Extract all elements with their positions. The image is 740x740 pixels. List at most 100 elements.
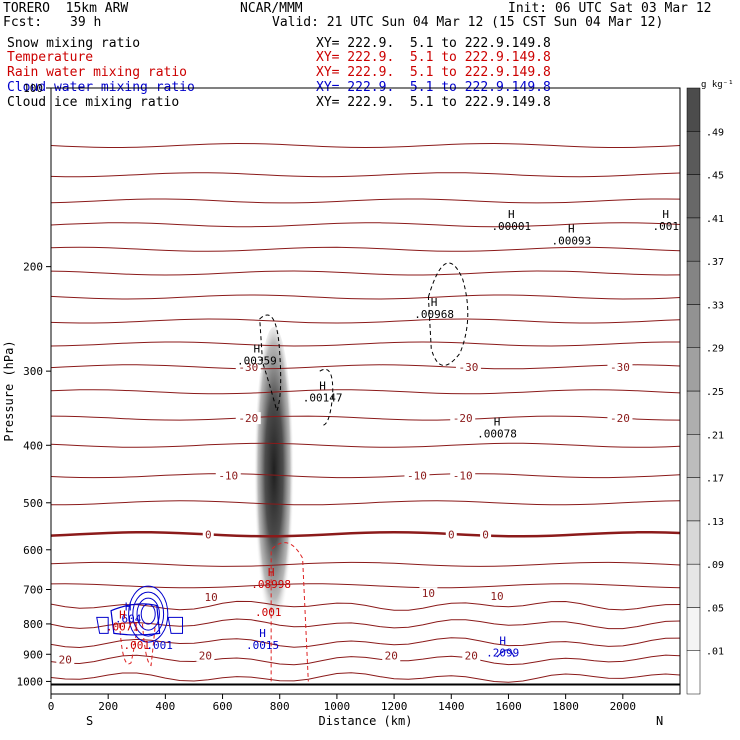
model-title: TORERO 15km ARW [3,1,129,16]
temperature-contour [51,415,680,421]
temperature-label: -30 [458,361,478,374]
y-tick-label: 800 [23,618,43,631]
freezing-contour [51,531,680,538]
temperature-contour [51,318,680,324]
temperature-label-bg [56,653,75,666]
max-value: .604 [115,613,142,626]
rain-contour [270,542,309,682]
temperature-label: 10 [422,587,435,600]
north-label: N [656,714,663,728]
max-marker: H [319,380,326,393]
colorbar-label: .17 [706,474,724,485]
max-value: .0015 [246,639,279,652]
colorbar-label: .45 [706,171,724,182]
max-marker: H [254,342,261,355]
temperature-label-bg [607,412,633,425]
x-tick-label: 400 [155,700,175,713]
plot-frame [50,87,681,695]
temperature-contour [51,142,680,149]
max-marker: H [119,609,126,622]
temperature-label: -10 [453,470,473,483]
fcst-label: Fcst: [3,15,43,30]
x-tick-label: 600 [213,700,233,713]
colorbar-label: .01 [706,647,724,658]
temperature-label-bg [488,590,507,603]
temperature-label: 20 [465,650,478,663]
field-temperature-xy: XY= 222.9. 5.1 to 222.9.149.8 [316,50,551,65]
field-cloud-ice: Cloud ice mixing ratio [7,95,180,110]
max-marker: H [568,222,575,235]
y-tick-label: 200 [23,261,43,274]
temperature-label: 20 [199,650,212,663]
temperature-contour [51,294,680,300]
colorbar-swatch [686,563,701,608]
colorbar-label: .29 [706,344,724,355]
temperature-contour [51,364,680,370]
temperature-contour [51,654,680,666]
max-value: .001 [255,606,282,619]
max-marker: H [508,208,515,221]
temperature-label-bg [480,528,492,541]
max-value: .00147 [303,392,343,405]
temperature-label-bg [215,469,241,482]
field-rain: Rain water mixing ratio [7,65,188,80]
max-marker: H [499,634,506,647]
max-value: .2099 [486,646,519,659]
max-value: .00359 [237,354,277,367]
temperature-contour [51,583,680,589]
y-tick-label: 100 [23,82,43,95]
cloud-water-contour [96,616,109,634]
y-tick-label: 600 [23,544,43,557]
colorbar-swatch [686,217,701,262]
field-cloud-ice-xy: XY= 222.9. 5.1 to 222.9.149.8 [316,95,551,110]
temperature-label: 10 [490,590,503,603]
temperature-contour [51,389,680,395]
x-tick-label: 1800 [552,700,579,713]
y-tick-label: 900 [23,648,43,661]
temperature-contour [51,500,680,506]
temperature-contour [51,172,680,178]
temperature-label: 0 [205,528,212,541]
temperature-contour [51,270,680,276]
colorbar-swatch [686,304,701,348]
y-tick-label: 1000 [17,675,44,688]
colorbar-label: .33 [706,300,724,311]
temperature-label-bg [235,412,261,425]
org-title: NCAR/MMM [240,1,303,16]
max-marker: H [125,601,132,614]
colorbar-swatch [686,131,701,175]
snow-plume [254,326,295,647]
x-tick-label: 800 [270,700,290,713]
temperature-label-bg [419,587,438,600]
y-axis-label: Pressure (hPa) [2,340,16,441]
max-value: .001 [652,220,679,233]
cloud-water-contour [132,591,165,637]
colorbar-label: .13 [706,517,724,528]
max-value: .001 [124,639,151,652]
field-temperature: Temperature [7,50,94,65]
colorbar-label: .09 [706,560,724,571]
temperature-label: -20 [453,412,473,425]
max-value: .00093 [551,234,591,247]
x-axis-label: Distance (km) [319,714,413,728]
temperature-contour [51,198,680,204]
temperature-label-bg [196,649,215,662]
temperature-label-bg [235,360,261,373]
temperature-label-bg [462,649,481,662]
temperature-contour [51,561,680,567]
max-marker: H [268,566,275,579]
temperature-label-bg [382,649,401,662]
temperature-contour [51,618,680,630]
colorbar-swatch [686,174,701,219]
colorbar-label: .49 [706,127,724,138]
colorbar-swatch [686,390,701,435]
cloud-water-contour [128,585,169,643]
temperature-contour [51,442,680,448]
temperature-contour [51,473,680,479]
colorbar-swatch [686,650,701,695]
y-tick-label: 700 [23,584,43,597]
temperature-label: -30 [610,361,630,374]
colorbar-label: .21 [706,430,724,441]
x-tick-label: 1400 [438,700,465,713]
